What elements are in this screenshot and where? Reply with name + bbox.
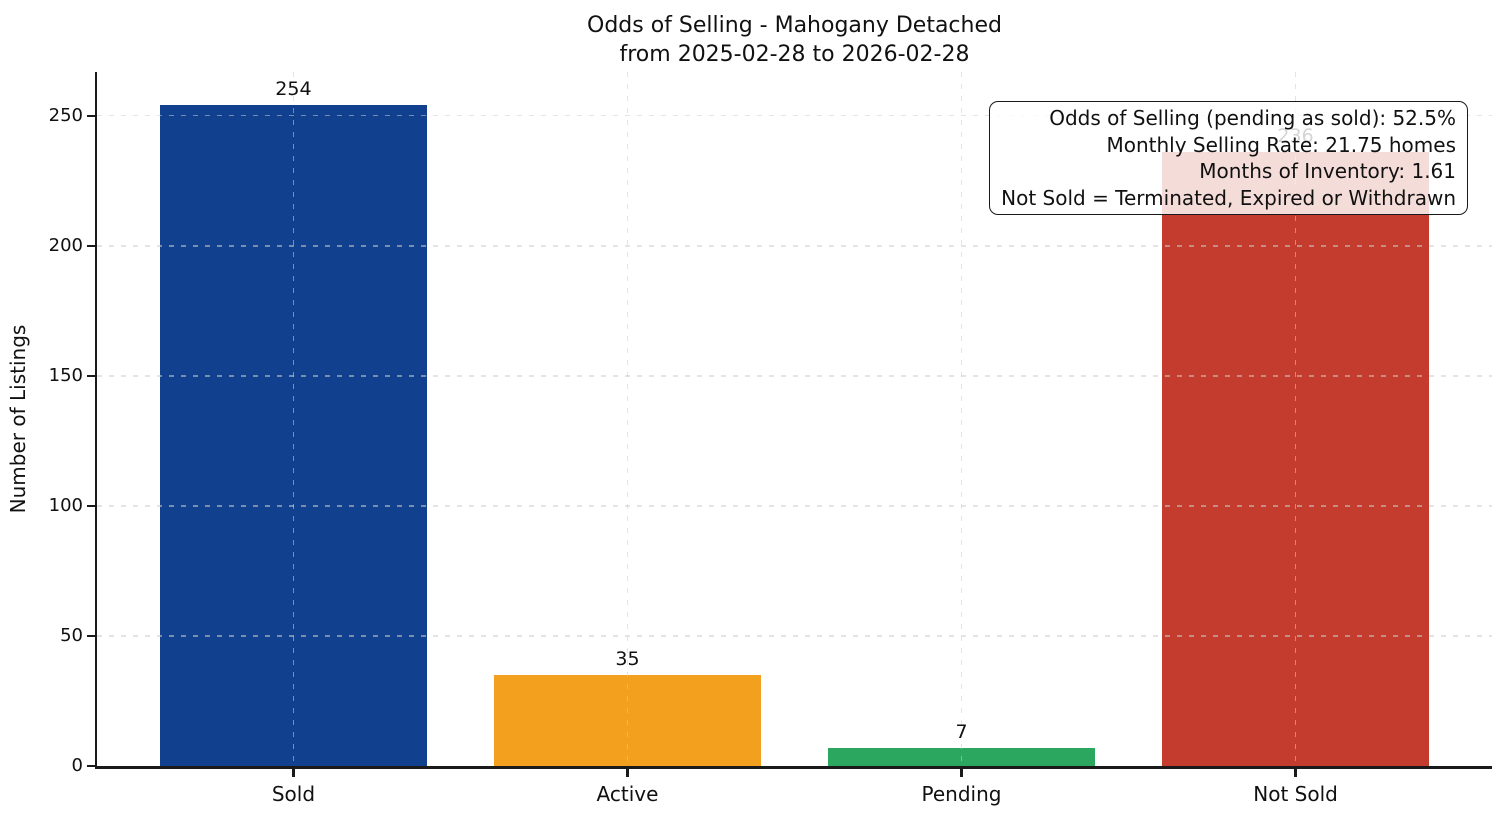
- y-tick-label-250: 250: [48, 104, 83, 126]
- x-tick-label-active: Active: [596, 782, 659, 806]
- x-axis-spine: [94, 766, 1492, 769]
- y-tick-mark-200: [87, 244, 97, 247]
- y-tick-mark-250: [87, 114, 97, 117]
- x-tick-label-sold: Sold: [271, 782, 316, 806]
- y-gridline-150: [97, 375, 1492, 377]
- y-gridline-50: [97, 635, 1492, 637]
- bar-value-label-active: 35: [615, 647, 640, 670]
- x-gridline-not-sold: [1294, 72, 1297, 766]
- x-gridline-pending: [960, 72, 963, 766]
- x-gridline-active: [626, 72, 629, 766]
- bar-value-label-sold: 254: [275, 78, 312, 101]
- x-tick-mark-active: [626, 768, 629, 777]
- y-tick-mark-0: [87, 764, 97, 768]
- y-tick-label-100: 100: [48, 494, 83, 516]
- x-tick-mark-pending: [960, 768, 963, 777]
- plot-area: 254357236050100150200250SoldActivePendin…: [49, 72, 1492, 806]
- annotation-line-odds: Odds of Selling (pending as sold): 52.5%: [1049, 106, 1456, 130]
- y-tick-label-0: 0: [71, 755, 83, 776]
- chart-subtitle: from 2025-02-28 to 2026-02-28: [619, 42, 970, 67]
- x-tick-label-pending: Pending: [921, 782, 1002, 806]
- y-tick-mark-50: [87, 634, 97, 638]
- annotation-line-inventory: Months of Inventory: 1.61: [1199, 159, 1456, 183]
- y-tick-label-200: 200: [48, 234, 83, 256]
- y-tick-mark-150: [87, 374, 97, 377]
- stats-annotation-box: Odds of Selling (pending as sold): 52.5%…: [989, 101, 1468, 215]
- y-gridline-100: [97, 505, 1492, 507]
- chart-title-block: Odds of Selling - Mahogany Detached from…: [97, 11, 1492, 69]
- y-tick-label-150: 150: [48, 364, 83, 386]
- x-tick-mark-not-sold: [1294, 768, 1297, 777]
- y-tick-mark-100: [87, 504, 97, 507]
- annotation-line-not-sold-def: Not Sold = Terminated, Expired or Withdr…: [1001, 185, 1456, 210]
- x-tick-mark-sold: [292, 768, 295, 777]
- y-axis-spine: [94, 72, 97, 768]
- y-gridline-200: [97, 245, 1492, 247]
- y-tick-label-50: 50: [60, 624, 83, 646]
- annotation-line-monthly-rate: Monthly Selling Rate: 21.75 homes: [1106, 132, 1456, 157]
- bar-value-label-pending: 7: [955, 720, 968, 743]
- x-gridline-sold: [292, 72, 295, 766]
- x-tick-label-not-sold: Not Sold: [1253, 782, 1338, 806]
- chart-title: Odds of Selling - Mahogany Detached: [587, 13, 1002, 38]
- y-axis-label: Number of Listings: [6, 324, 30, 514]
- y-gridline-250: [97, 114, 1492, 117]
